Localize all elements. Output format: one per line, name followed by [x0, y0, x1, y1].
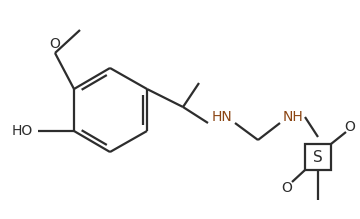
Bar — [305, 144, 331, 170]
Text: O: O — [282, 181, 292, 195]
Text: O: O — [345, 120, 355, 134]
Text: NH: NH — [283, 110, 304, 124]
Text: S: S — [313, 150, 323, 164]
Text: O: O — [50, 37, 60, 51]
Text: HO: HO — [12, 124, 33, 138]
Text: HN: HN — [212, 110, 233, 124]
